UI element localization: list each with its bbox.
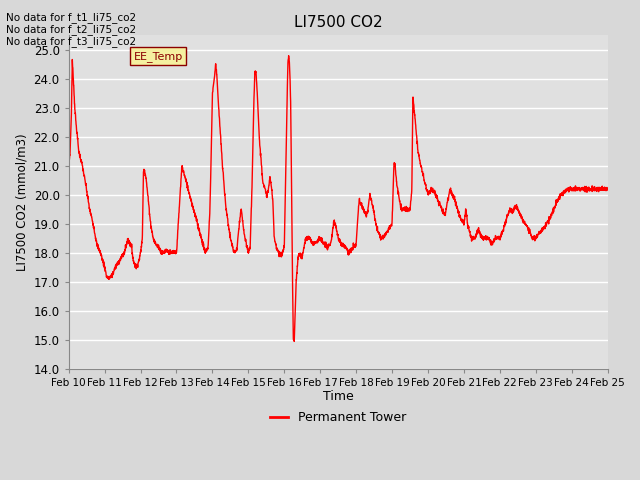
Title: LI7500 CO2: LI7500 CO2	[294, 15, 383, 30]
Text: No data for f_t2_li75_co2: No data for f_t2_li75_co2	[6, 24, 136, 35]
Y-axis label: LI7500 CO2 (mmol/m3): LI7500 CO2 (mmol/m3)	[15, 133, 28, 271]
X-axis label: Time: Time	[323, 390, 353, 403]
Text: No data for f_t1_li75_co2: No data for f_t1_li75_co2	[6, 12, 136, 23]
Text: No data for f_t3_li75_co2: No data for f_t3_li75_co2	[6, 36, 136, 47]
Text: EE_Temp: EE_Temp	[133, 51, 182, 61]
Legend: Permanent Tower: Permanent Tower	[265, 406, 412, 429]
